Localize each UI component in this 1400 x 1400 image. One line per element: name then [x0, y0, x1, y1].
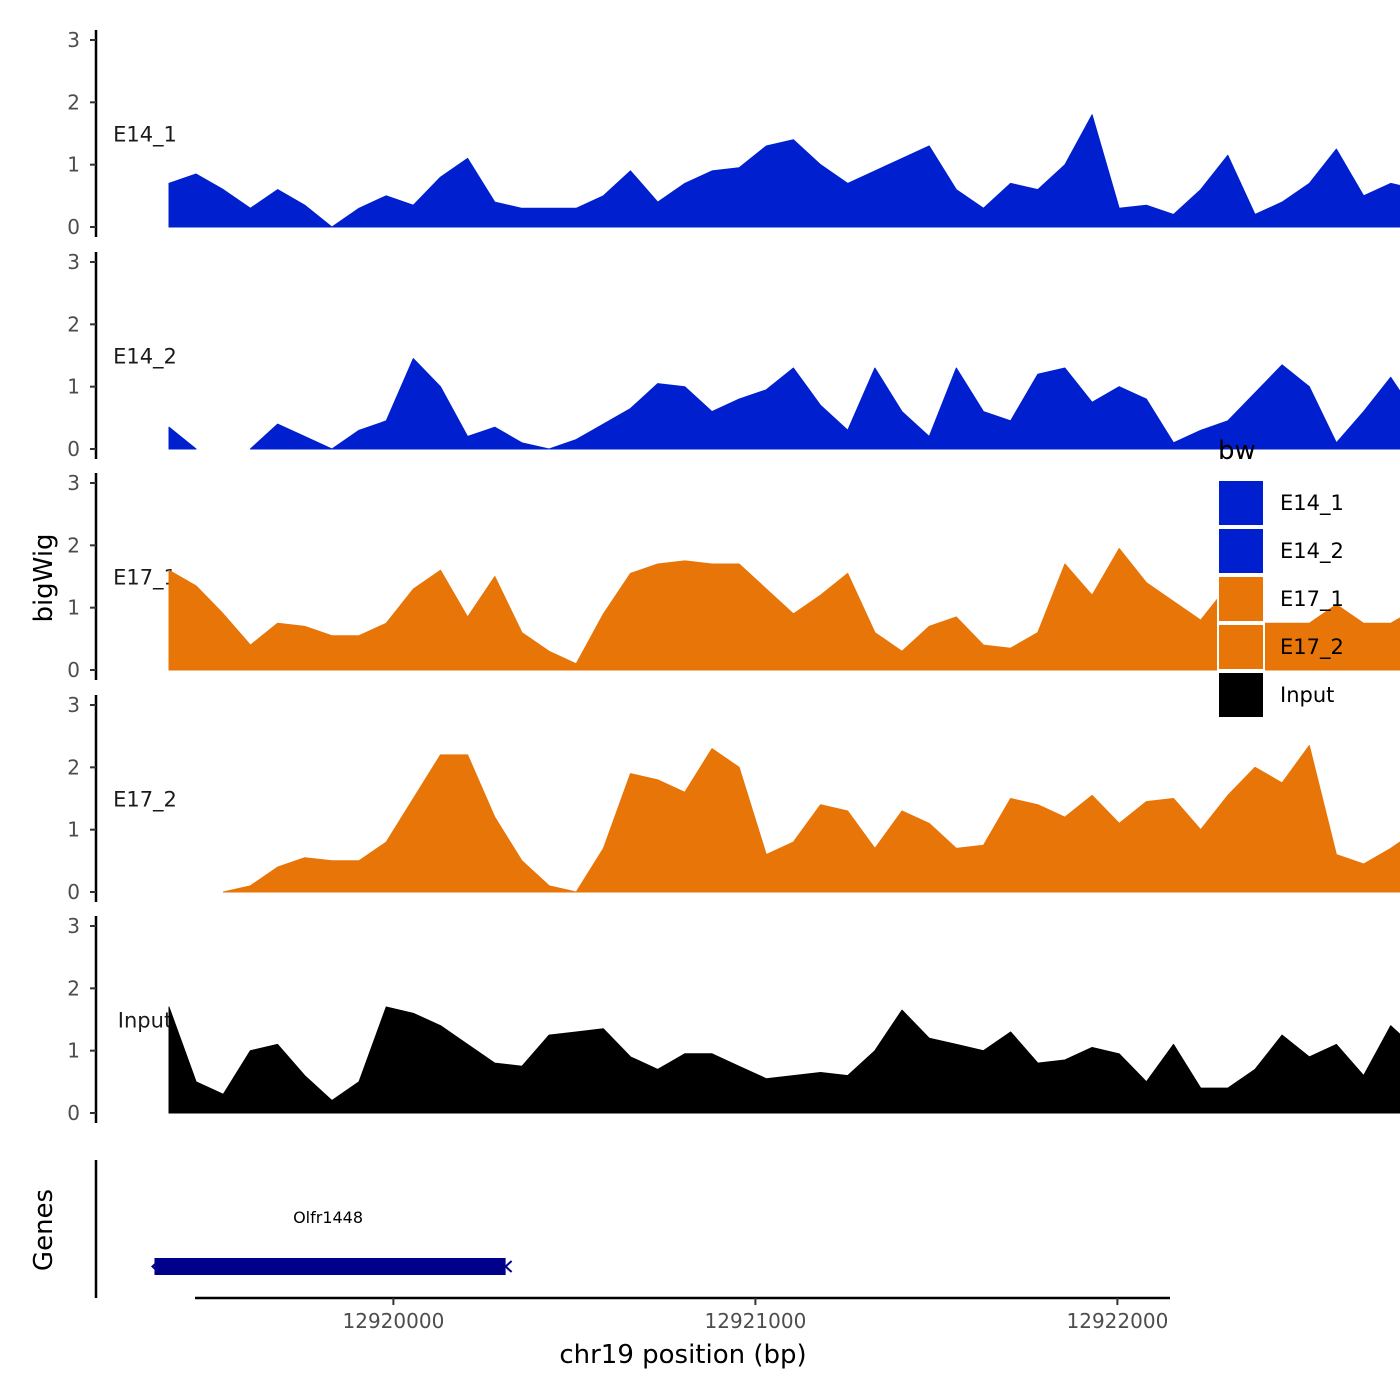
y-tick-label: 0 [67, 1101, 80, 1125]
genes-track: Genes Olfr1448 [29, 1160, 513, 1298]
legend-swatch [1217, 671, 1265, 719]
strand-arrow [504, 1260, 513, 1273]
x-axis-title: chr19 position (bp) [559, 1340, 806, 1370]
y-tick-label: 3 [67, 28, 80, 52]
legend-label: Input [1280, 683, 1334, 707]
track-input: 0 1 2 3 Input [67, 914, 1400, 1125]
gene-name-label: Olfr1448 [293, 1208, 363, 1227]
signal-area [575, 745, 1400, 893]
y-tick-label: 1 [67, 1039, 80, 1063]
y-tick-label: 2 [67, 755, 80, 779]
signal-area [249, 423, 333, 450]
legend-swatch [1217, 527, 1265, 575]
strand-arrow [151, 1260, 160, 1273]
signal-area [168, 173, 333, 228]
track-e17-1: 0 1 2 3 E17_1 [67, 471, 1400, 682]
y-tick-label: 1 [67, 818, 80, 842]
signal-area [168, 548, 1400, 671]
track-e14-2: 0 1 2 3 E14_2 [67, 250, 1400, 461]
track-e14-1: 0 1 2 3 E14_1 [67, 28, 1400, 239]
y-tick-label: 2 [67, 533, 80, 557]
gene-olfr1448: Olfr1448 [151, 1208, 513, 1275]
legend-label: E14_1 [1280, 491, 1344, 516]
x-tick-label: 12920000 [343, 1309, 445, 1333]
y-tick-label: 2 [67, 312, 80, 336]
legend-label: E14_2 [1280, 539, 1344, 564]
track-label: E17_1 [113, 566, 177, 591]
y-tick-label: 1 [67, 375, 80, 399]
x-tick-label: 12921000 [705, 1309, 807, 1333]
y-tick-label: 2 [67, 90, 80, 114]
legend-swatch [1217, 575, 1265, 623]
signal-area [331, 114, 1400, 228]
y-axis-title: bigWig [29, 533, 59, 622]
signal-area [548, 364, 1400, 450]
track-label: E17_2 [113, 788, 177, 813]
x-tick-label: 12922000 [1067, 1309, 1169, 1333]
y-tick-label: 1 [67, 596, 80, 620]
x-axis: chr19 position (bp) 12920000 12921000 1292… [195, 1296, 1170, 1370]
y-tick-label: 1 [67, 153, 80, 177]
legend-swatch [1217, 479, 1265, 527]
y-tick-label: 0 [67, 437, 80, 461]
y-tick-label: 0 [67, 880, 80, 904]
y-tick-label: 2 [67, 976, 80, 1000]
y-tick-label: 0 [67, 215, 80, 239]
legend-swatch [1217, 623, 1265, 671]
legend-label: E17_1 [1280, 587, 1344, 612]
y-tick-label: 0 [67, 658, 80, 682]
signal-area [331, 358, 550, 450]
tracks-layer: 0 1 2 3 E14_1 0 1 2 3 E14_2 0 1 2 3 E17_1 0 1 2 3 E17_2 0 1 2 3… [67, 28, 1400, 1125]
track-e17-2: 0 1 2 3 E17_2 [67, 693, 1400, 904]
signal-area [222, 754, 577, 893]
y-tick-label: 3 [67, 693, 80, 717]
signal-area [168, 1006, 1400, 1114]
track-label: E14_2 [113, 345, 177, 370]
gene-body [154, 1258, 506, 1275]
track-label: E14_1 [113, 123, 177, 148]
track-label: Input [118, 1009, 172, 1033]
genes-track-label: Genes [29, 1189, 59, 1271]
y-tick-label: 3 [67, 914, 80, 938]
signal-area [168, 426, 197, 450]
legend: bw E14_1 E14_2 E17_1 E17_2 Input [1217, 436, 1344, 719]
y-tick-label: 3 [67, 250, 80, 274]
legend-label: E17_2 [1280, 635, 1344, 660]
legend-title: bw [1218, 436, 1256, 466]
y-tick-label: 3 [67, 471, 80, 495]
